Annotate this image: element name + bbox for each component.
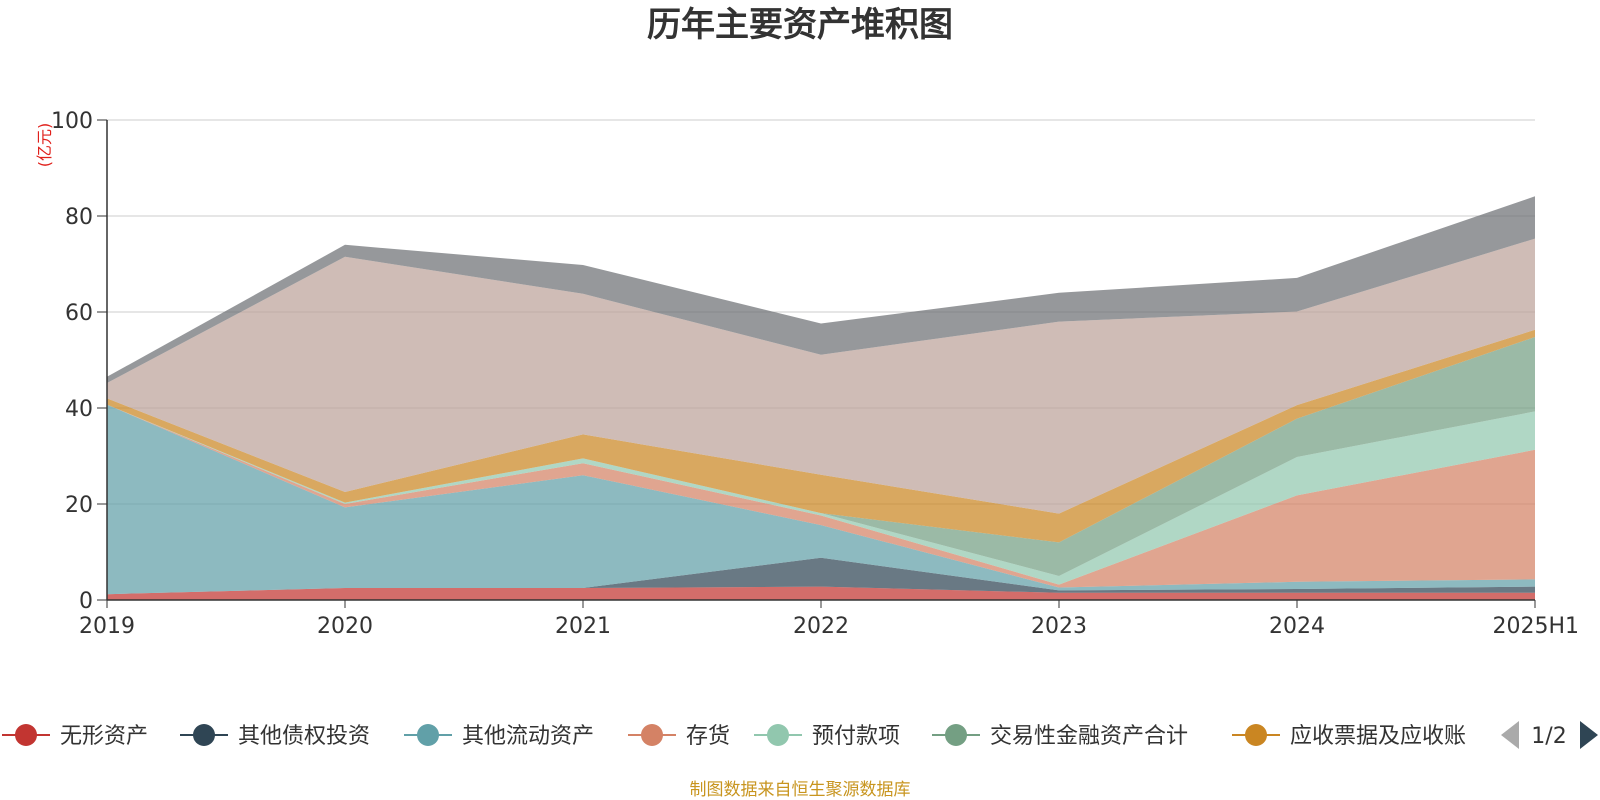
legend-label-6: 应收票据及应收账 (1290, 724, 1466, 749)
legend-marker-4 (767, 724, 789, 746)
legend-item-4[interactable]: 预付款项 (754, 724, 900, 749)
y-axis-unit-label: (亿元) (35, 123, 54, 168)
data-source-note: 制图数据来自恒生聚源数据库 (690, 780, 911, 800)
area-series-0 (107, 586, 1535, 600)
legend-label-2: 其他流动资产 (462, 724, 594, 749)
x-tick-label-3: 2022 (793, 614, 849, 639)
axes: 0 20 40 60 80 100 2019 2020 2021 2022 2023 2024 2025… (51, 109, 1579, 639)
y-tick-label-0: 0 (79, 589, 93, 614)
legend-label-5: 交易性金融资产合计 (990, 724, 1188, 749)
legend-label-1: 其他债权投资 (238, 724, 370, 749)
x-tick-label-1: 2020 (317, 614, 373, 639)
area-series (107, 196, 1535, 600)
legend[interactable]: 无形资产 其他债权投资 其他流动资产 存货 预付款项 交易性金融资产合计 应收票据及应收账 (2, 724, 1466, 749)
area-series-6 (107, 329, 1535, 543)
area-series-2 (107, 404, 1535, 595)
chart-title: 历年主要资产堆积图 (647, 5, 953, 45)
legend-label-3: 存货 (686, 724, 730, 749)
area-series-5 (107, 337, 1535, 576)
area-series-7 (107, 238, 1535, 514)
legend-marker-0 (15, 724, 37, 746)
area-series-8 (107, 196, 1535, 383)
area-series-1 (107, 557, 1535, 595)
legend-label-0: 无形资产 (60, 724, 148, 749)
x-tick-label-5: 2024 (1269, 614, 1325, 639)
y-tick-label-5: 100 (51, 109, 93, 134)
y-tick-label-1: 20 (65, 493, 93, 518)
legend-marker-3 (641, 724, 663, 746)
legend-item-3[interactable]: 存货 (628, 724, 730, 749)
legend-item-0[interactable]: 无形资产 (2, 724, 148, 749)
y-tick-label-3: 60 (65, 301, 93, 326)
y-tick-label-2: 40 (65, 397, 93, 422)
legend-next-page-icon[interactable] (1580, 721, 1598, 749)
area-series-4 (107, 404, 1535, 585)
legend-item-5[interactable]: 交易性金融资产合计 (932, 724, 1188, 749)
legend-item-2[interactable]: 其他流动资产 (404, 724, 594, 749)
area-series-3 (107, 404, 1535, 588)
legend-item-1[interactable]: 其他债权投资 (180, 724, 370, 749)
legend-marker-1 (193, 724, 215, 746)
legend-label-4: 预付款项 (812, 724, 900, 749)
legend-marker-2 (417, 724, 439, 746)
x-tick-label-6: 2025H1 (1492, 614, 1579, 639)
x-tick-label-2: 2021 (555, 614, 611, 639)
legend-page-indicator: 1/2 (1531, 724, 1566, 749)
legend-marker-6 (1245, 724, 1267, 746)
y-tick-label-4: 80 (65, 205, 93, 230)
legend-pager: 1/2 (1501, 721, 1598, 749)
legend-marker-5 (945, 724, 967, 746)
x-tick-label-0: 2019 (79, 614, 135, 639)
x-tick-label-4: 2023 (1031, 614, 1087, 639)
legend-item-6[interactable]: 应收票据及应收账 (1232, 724, 1466, 749)
legend-prev-page-icon[interactable] (1501, 721, 1519, 749)
